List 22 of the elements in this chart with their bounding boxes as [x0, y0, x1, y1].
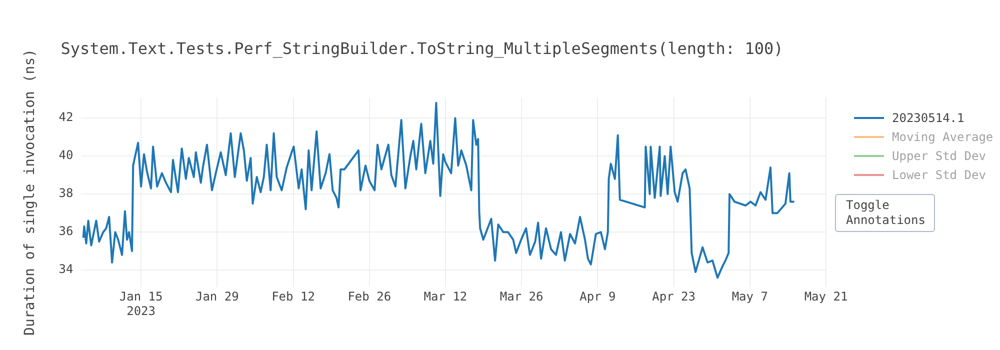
x-tick-label: Feb 26: [348, 290, 392, 304]
legend-label: Lower Std Dev: [892, 168, 986, 182]
x-tick-label: Mar 26: [500, 290, 544, 304]
y-axis-title: Duration of single invocation (ns): [22, 48, 38, 336]
toggle-button[interactable]: Toggle Annotations: [835, 194, 935, 232]
y-tick-label: 34: [58, 262, 74, 276]
y-tick-label: 40: [58, 148, 74, 162]
legend-label: 20230514.1: [892, 110, 964, 124]
legend-label: Moving Average: [892, 130, 994, 144]
x-tick-label: Apr 9: [580, 290, 616, 304]
y-tick-label: 38: [58, 186, 74, 200]
y-tick-label: 42: [58, 110, 74, 124]
x-tick-label: Jan 29: [195, 290, 239, 304]
x-tick-label: May 7: [732, 290, 768, 304]
x-tick-label: Feb 12: [272, 290, 315, 304]
x-tick-label: Jan 15 2023: [119, 290, 163, 318]
chart-title: System.Text.Tests.Perf_StringBuilder.ToString_MultipleSegments(length: 100): [60, 38, 784, 58]
x-tick-label: Mar 12: [424, 290, 468, 304]
y-tick-label: 36: [58, 224, 74, 238]
legend-label: Upper Std Dev: [892, 148, 986, 162]
x-tick-label: Apr 23: [652, 290, 696, 304]
x-tick-label: May 21: [804, 290, 848, 304]
